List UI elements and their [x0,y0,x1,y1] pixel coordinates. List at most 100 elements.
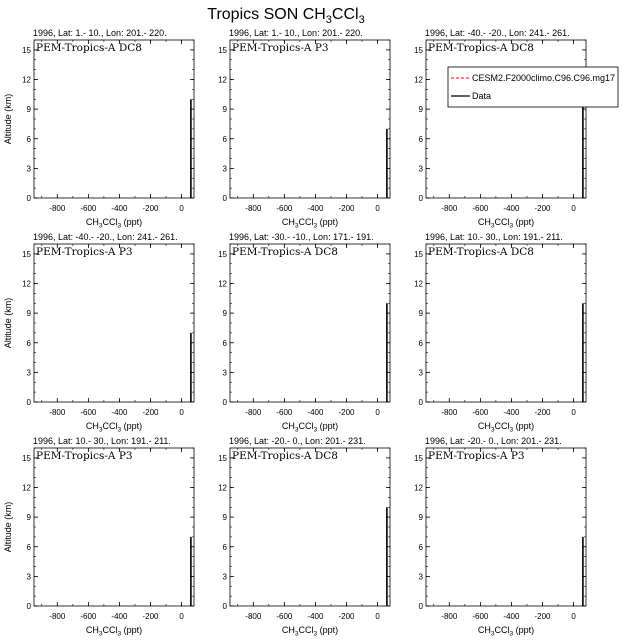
x-tick-label: -200 [338,408,355,417]
legend: CESM2.F2000climo.C96.C96.mg17 Data [447,66,619,108]
panel-grid: 1996, Lat: 1.- 10., Lon: 201.- 220. PEM-T… [3,28,619,638]
y-tick-label: 15 [414,454,423,463]
x-tick-label: 0 [571,204,576,213]
x-tick-label: -200 [142,204,159,213]
chart-panel-7: 1996, Lat: 10.- 30., Lon: 191.- 211. PEM-… [3,436,195,638]
y-tick-label: 0 [27,398,32,407]
y-tick-label: 3 [27,368,32,377]
y-tick-label: 9 [223,309,228,318]
campaign-label: PEM-Tropics-A DC8 [36,42,142,54]
y-tick-label: 15 [22,250,31,259]
y-tick-label: 0 [27,602,32,611]
plot-frame [229,39,391,199]
x-tick-label: -800 [441,408,458,417]
campaign-label: PEM-Tropics-A P3 [232,42,329,54]
y-tick-label: 9 [27,513,32,522]
campaign-label: PEM-Tropics-A DC8 [428,42,534,54]
chart-panel-2: 1996, Lat: 1.- 10., Lon: 201.- 220. PEM-T… [218,28,391,230]
x-tick-label: -200 [338,612,355,621]
y-axis-label: Altitude (km) [3,298,13,349]
x-tick-label: -600 [276,204,293,213]
y-tick-label: 9 [419,513,424,522]
y-tick-label: 15 [22,454,31,463]
y-tick-label: 9 [223,105,228,114]
panel-subtitle: 1996, Lat: 1.- 10., Lon: 201.- 220. [229,28,363,38]
panel-subtitle: 1996, Lat: -30.- -10., Lon: 171.- 191. [229,232,374,242]
x-tick-label: 0 [179,204,184,213]
x-tick-label: -200 [534,204,551,213]
y-tick-label: 12 [218,280,227,289]
x-tick-label: 0 [179,408,184,417]
panel-subtitle: 1996, Lat: -20.- 0., Lon: 201.- 231. [425,436,562,446]
x-tick-label: 0 [571,408,576,417]
x-tick-label: 0 [179,612,184,621]
y-tick-label: 3 [27,164,32,173]
x-axis-label: CH3CCl3 (ppt) [86,625,142,638]
x-axis-label: CH3CCl3 (ppt) [478,625,534,638]
x-tick-label: -400 [503,612,520,621]
campaign-label: PEM-Tropics-A P3 [428,450,525,462]
x-tick-label: -800 [245,408,262,417]
y-tick-label: 6 [27,135,32,144]
plot-frame [229,243,391,403]
legend-label-2: Data [472,91,491,101]
y-tick-label: 6 [419,135,424,144]
y-tick-label: 9 [223,513,228,522]
campaign-label: PEM-Tropics-A P3 [36,246,133,258]
y-tick-label: 15 [218,46,227,55]
x-tick-label: 0 [571,612,576,621]
panel-subtitle: 1996, Lat: -40.- -20., Lon: 241.- 261. [33,232,178,242]
y-tick-label: 0 [223,194,228,203]
x-tick-label: -200 [534,612,551,621]
y-tick-label: 12 [22,76,31,85]
x-axis-label: CH3CCl3 (ppt) [282,217,338,230]
legend-box [447,66,619,108]
x-tick-label: -400 [503,408,520,417]
panel-subtitle: 1996, Lat: -20.- 0., Lon: 201.- 231. [229,436,366,446]
x-axis-label: CH3CCl3 (ppt) [478,421,534,434]
x-axis-label: CH3CCl3 (ppt) [86,217,142,230]
plot-frame [33,243,195,403]
x-tick-label: -800 [49,612,66,621]
chart-panel-3: 1996, Lat: -40.- -20., Lon: 241.- 261. PE… [414,28,587,230]
x-tick-label: -200 [142,612,159,621]
y-tick-label: 15 [414,250,423,259]
chart-panel-5: 1996, Lat: -30.- -10., Lon: 171.- 191. PE… [218,232,391,434]
x-axis-label: CH3CCl3 (ppt) [478,217,534,230]
y-tick-label: 0 [419,602,424,611]
y-tick-label: 6 [419,339,424,348]
plot-frame [33,39,195,199]
x-tick-label: -600 [472,204,489,213]
y-tick-label: 15 [218,250,227,259]
y-tick-label: 0 [419,398,424,407]
y-tick-label: 3 [419,164,424,173]
plot-frame [33,447,195,607]
x-tick-label: -800 [441,612,458,621]
chart-panel-6: 1996, Lat: 10.- 30., Lon: 191.- 211. PEM-… [414,232,587,434]
y-tick-label: 15 [218,454,227,463]
x-tick-label: -400 [111,612,128,621]
x-tick-label: -600 [80,612,97,621]
x-axis-label: CH3CCl3 (ppt) [86,421,142,434]
y-tick-label: 0 [223,398,228,407]
x-tick-label: 0 [375,612,380,621]
y-axis-label: Altitude (km) [3,94,13,145]
y-tick-label: 6 [27,339,32,348]
plot-frame [425,243,587,403]
campaign-label: PEM-Tropics-A DC8 [232,246,338,258]
x-axis-label: CH3CCl3 (ppt) [282,421,338,434]
x-tick-label: -600 [276,612,293,621]
x-tick-label: -400 [307,204,324,213]
y-tick-label: 9 [27,309,32,318]
y-tick-label: 9 [419,105,424,114]
y-tick-label: 12 [218,484,227,493]
plot-frame [425,447,587,607]
x-tick-label: -400 [307,408,324,417]
x-tick-label: -400 [111,408,128,417]
y-axis-label: Altitude (km) [3,502,13,553]
y-tick-label: 3 [27,572,32,581]
chart-panel-1: 1996, Lat: 1.- 10., Lon: 201.- 220. PEM-T… [3,28,195,230]
y-tick-label: 6 [27,543,32,552]
y-tick-label: 12 [22,484,31,493]
